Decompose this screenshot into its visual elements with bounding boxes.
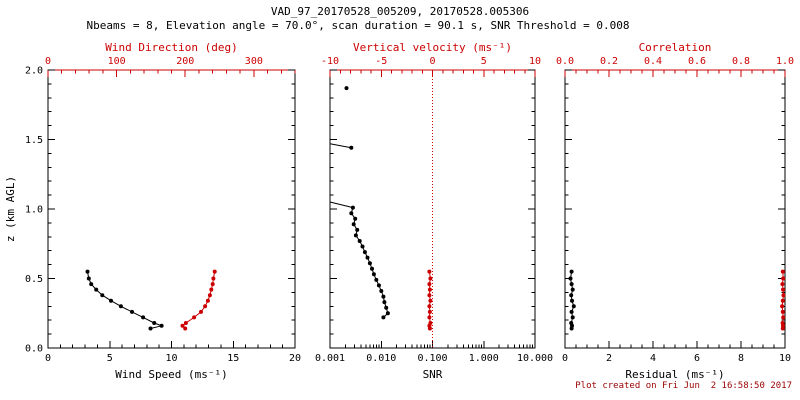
svg-text:2.0: 2.0 xyxy=(25,66,43,77)
svg-text:100: 100 xyxy=(108,56,126,67)
plot-created-timestamp: Plot created on Fri Jun 2 16:58:50 2017 xyxy=(575,381,792,391)
svg-text:6: 6 xyxy=(694,353,700,364)
svg-text:200: 200 xyxy=(176,56,194,67)
svg-text:4: 4 xyxy=(650,353,656,364)
svg-text:0.0: 0.0 xyxy=(556,56,574,67)
svg-text:0: 0 xyxy=(45,56,51,67)
svg-text:10: 10 xyxy=(779,353,791,364)
svg-text:5: 5 xyxy=(481,56,487,67)
svg-text:0: 0 xyxy=(45,353,51,364)
svg-text:-5: -5 xyxy=(375,56,387,67)
series-vertical-velocity xyxy=(427,269,433,331)
svg-text:2: 2 xyxy=(606,353,612,364)
plot-subtitle: Nbeams = 8, Elevation angle = 70.0°, sca… xyxy=(86,19,630,32)
svg-text:1.5: 1.5 xyxy=(25,135,43,146)
svg-text:SNR: SNR xyxy=(423,368,443,381)
svg-text:10.000: 10.000 xyxy=(517,353,553,364)
svg-text:0: 0 xyxy=(562,353,568,364)
svg-text:0.5: 0.5 xyxy=(25,274,43,285)
svg-text:Residual (ms⁻¹): Residual (ms⁻¹) xyxy=(625,368,724,381)
svg-text:0.4: 0.4 xyxy=(644,56,662,67)
series-wind-speed xyxy=(85,269,164,331)
series-residual xyxy=(568,269,576,331)
svg-text:0.010: 0.010 xyxy=(366,353,396,364)
svg-text:5: 5 xyxy=(107,353,113,364)
svg-text:Wind Direction (deg): Wind Direction (deg) xyxy=(105,41,237,54)
panel-snr: 0.001 0.010 0.100 1.000 10.000 -10 -5 0 5 10 SNR Ve… xyxy=(315,41,553,381)
series-wind-direction xyxy=(180,269,217,331)
svg-text:0.6: 0.6 xyxy=(688,56,706,67)
svg-text:0.0: 0.0 xyxy=(25,344,43,355)
plot-title: VAD_97_20170528_005209, 20170528.005306 xyxy=(270,5,530,18)
svg-text:Vertical velocity (ms⁻¹): Vertical velocity (ms⁻¹) xyxy=(353,41,512,54)
svg-text:Wind Speed (ms⁻¹): Wind Speed (ms⁻¹) xyxy=(115,368,228,381)
svg-text:1.000: 1.000 xyxy=(469,353,499,364)
svg-text:Correlation: Correlation xyxy=(639,41,712,54)
svg-text:1.0: 1.0 xyxy=(25,205,43,216)
svg-text:0.8: 0.8 xyxy=(732,56,750,67)
svg-text:10: 10 xyxy=(165,353,177,364)
svg-text:z (km AGL): z (km AGL) xyxy=(4,176,17,242)
svg-text:10: 10 xyxy=(529,56,541,67)
series-snr-upper-segment xyxy=(329,143,354,150)
svg-text:0.001: 0.001 xyxy=(315,353,345,364)
svg-text:20: 20 xyxy=(289,353,301,364)
svg-text:8: 8 xyxy=(738,353,744,364)
panel-residual: 0 2 4 6 8 10 0.0 0.2 0.4 0.6 0.8 1.0 Residual (ms⁻¹)… xyxy=(556,41,794,381)
series-snr-profile xyxy=(329,201,390,320)
svg-text:15: 15 xyxy=(227,353,239,364)
svg-text:0: 0 xyxy=(429,56,435,67)
svg-text:1.0: 1.0 xyxy=(776,56,794,67)
svg-text:-10: -10 xyxy=(321,56,339,67)
svg-text:300: 300 xyxy=(245,56,263,67)
series-snr-isolated-point xyxy=(344,86,349,91)
svg-text:0.100: 0.100 xyxy=(417,353,447,364)
series-correlation xyxy=(780,269,786,331)
svg-text:0.2: 0.2 xyxy=(600,56,618,67)
